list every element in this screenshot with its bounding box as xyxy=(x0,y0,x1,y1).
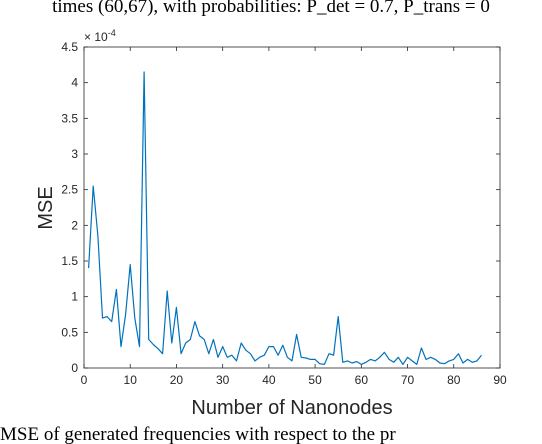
caption-bottom: MSE of generated frequencies with respec… xyxy=(0,424,396,444)
y-tick-label: 3.5 xyxy=(61,111,78,125)
x-tick-label: 60 xyxy=(355,373,369,387)
ticks-layer: 0 10 20 30 40 50 60 70 80 90 0 0.5 1 1.5 2 2.5 3 3.5 4 4.5 xyxy=(61,40,507,387)
caption-top: times (60,67), with probabilities: P_det… xyxy=(52,0,490,17)
y-tick-label: 4.5 xyxy=(61,40,78,54)
y-multiplier-exp: -4 xyxy=(108,28,116,38)
y-tick-label: 3 xyxy=(71,147,78,161)
x-tick-label: 50 xyxy=(308,373,322,387)
y-axis-title: MSE xyxy=(35,186,57,229)
y-tick-label: 2.5 xyxy=(61,183,78,197)
plot-frame xyxy=(83,46,501,369)
y-tick-label: 0.5 xyxy=(61,325,78,339)
series-line-mse xyxy=(88,71,482,365)
y-tick-label: 1 xyxy=(71,290,78,304)
y-multiplier-base: × 10 xyxy=(84,30,108,44)
x-tick-label: 20 xyxy=(170,373,184,387)
x-tick-label: 70 xyxy=(401,373,415,387)
y-tick-label: 1.5 xyxy=(61,254,78,268)
x-tick-label: 40 xyxy=(262,373,276,387)
x-tick-label: 80 xyxy=(447,373,461,387)
x-tick-label: 10 xyxy=(124,373,138,387)
x-tick-label: 0 xyxy=(81,373,88,387)
y-tick-label: 4 xyxy=(71,76,78,90)
x-axis-title: Number of Nanonodes xyxy=(191,397,392,419)
y-tick-label: 2 xyxy=(71,218,78,232)
plot-area xyxy=(84,47,500,368)
y-axis-multiplier: × 10-4 xyxy=(84,28,116,44)
x-tick-label: 90 xyxy=(493,373,507,387)
x-tick-label: 30 xyxy=(216,373,230,387)
y-tick-label: 0 xyxy=(71,361,78,375)
